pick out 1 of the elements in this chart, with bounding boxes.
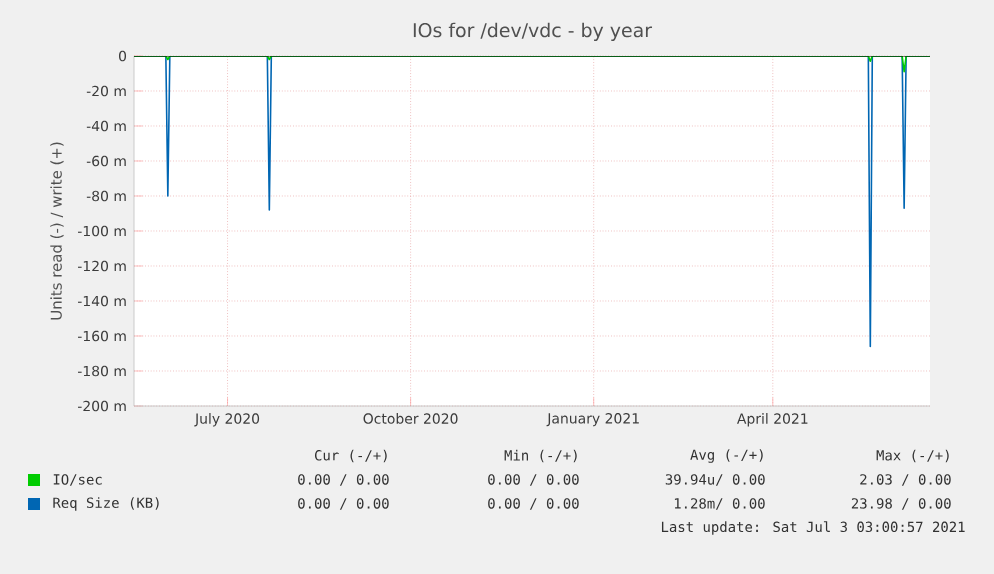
- chart-title: IOs for /dev/vdc - by year: [413, 22, 653, 41]
